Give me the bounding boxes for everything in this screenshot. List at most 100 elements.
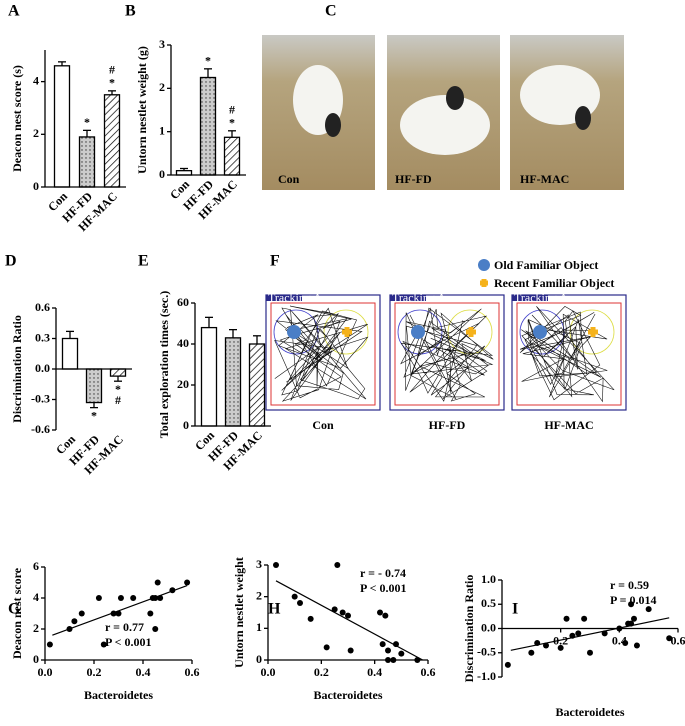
y-tick-label: 0 [33,179,39,193]
tracking-area-label: Tracking Area [514,290,583,304]
y-tick-label: 1 [159,123,165,137]
tracking-area-bar [512,295,548,301]
point [563,615,570,622]
y-axis-label: Deacon nest score [10,567,24,659]
x-tick-label: 0.6 [671,633,685,647]
bar [78,136,96,188]
point [66,626,73,632]
stat-text: r = 0.77 [105,620,144,634]
point [645,606,652,613]
point [390,657,397,663]
fit-line [275,580,423,661]
tracking-label: Con [312,418,334,432]
recent-object [342,327,352,337]
panel-letter: A [8,3,20,20]
stat-text: P < 0.001 [105,635,152,649]
zone [397,309,443,355]
y-tick-label: 0.5 [481,596,496,610]
error-bar [253,335,261,344]
x-axis-label: Bacteroidetes [84,688,153,702]
photo-label: HF-MAC [520,172,569,186]
tracking-area-bar [266,295,302,301]
bar [85,368,103,404]
track [400,307,494,402]
panel-letter: F [270,253,280,270]
y-tick-label: 4 [33,590,39,604]
y-axis-label: Untorn nestlet weight (g) [135,46,149,174]
y-tick-label: 0 [33,652,39,666]
legend-circle [478,259,490,271]
error-bar [83,129,91,137]
y-tick-label: 1 [256,620,262,634]
stat-text: P < 0.001 [360,581,407,595]
tracking-panel: F Old Familiar Object Recent Familiar Ob… [265,253,627,432]
x-tick-label: 0.0 [261,665,276,679]
x-tick-label: 0.4 [367,665,382,679]
error-bar [204,68,212,78]
point [393,641,399,648]
zone [273,309,319,355]
y-tick-label: -0.3 [31,391,50,405]
error-bar [108,90,116,95]
point [323,644,330,651]
point [339,609,346,616]
point [569,632,576,639]
mouse [446,86,464,110]
y-tick-label: -1.0 [477,669,496,683]
bar [109,368,127,377]
point [628,620,635,627]
significance-mark: * [205,54,211,68]
significance-mark: # [115,393,121,407]
nest [400,95,490,155]
x-tick-label: 0.0 [38,665,53,679]
bar [224,337,242,427]
point [331,606,338,613]
x-tick-label: 0.4 [136,665,151,679]
error-bar [114,376,122,382]
x-tick-label: 0.2 [314,665,329,679]
point [78,610,85,617]
point [307,615,314,622]
recent-object [588,327,598,337]
x-tick-label: 0.6 [421,665,436,679]
x-axis-label: Bacteroidetes [313,688,382,702]
recent-object [466,327,476,337]
significance-mark: # [229,103,235,117]
bar [248,343,266,427]
tracking-area-label: Tracking Area [392,290,461,304]
error-bar [180,167,188,171]
panel-letter: E [138,253,149,270]
error-bar [90,402,98,409]
point [601,630,608,637]
point [334,562,341,568]
old-object [411,325,425,339]
y-tick-label: 3 [256,557,262,571]
error-bar [58,61,66,66]
significance-mark: * [91,408,97,422]
y-tick-label: 0 [256,652,262,666]
point [157,595,164,601]
y-tick-label: 20 [177,377,189,391]
panel-letter: I [512,601,518,618]
error-bar [205,316,213,328]
y-axis-label: Deacon nest score (s) [10,65,24,172]
bar [61,337,79,370]
zone [519,309,565,355]
point [379,641,386,648]
panel-letter: B [125,3,136,20]
y-axis-label: Discrimination Ratio [10,315,24,423]
point [46,641,53,648]
point [622,640,629,647]
legend-text: Old Familiar Object [494,258,598,272]
tracking-label: HF-MAC [544,418,593,432]
old-object [287,325,301,339]
bar [200,326,218,427]
point [291,593,298,600]
y-tick-label: 2 [33,126,39,140]
point [382,612,389,619]
mouse [575,106,591,130]
point [71,618,78,625]
tracking-frame [265,294,381,411]
legend-text: Recent Familiar Object [494,276,614,290]
y-tick-label: 3 [159,37,165,51]
